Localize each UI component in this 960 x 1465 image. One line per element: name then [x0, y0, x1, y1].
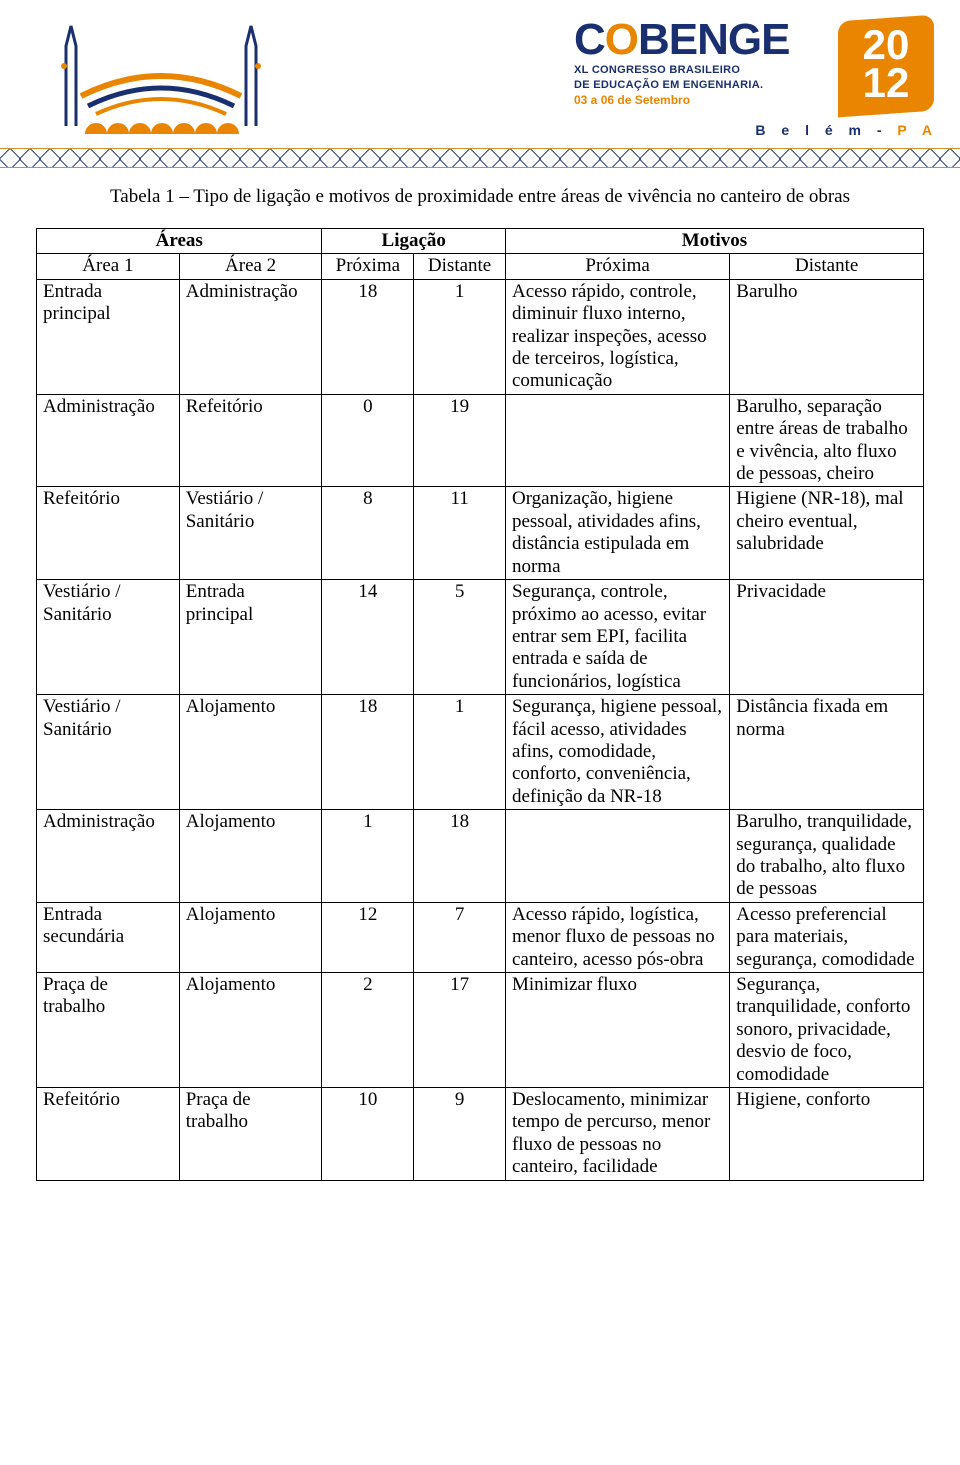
cell-area2: Alojamento	[179, 973, 322, 1088]
cell-area2: Alojamento	[179, 810, 322, 903]
cell-motivo-proxima: Organização, higiene pessoal, atividades…	[505, 487, 729, 580]
cell-motivo-distante: Privacidade	[730, 580, 924, 695]
cell-motivo-distante: Barulho	[730, 279, 924, 394]
cell-area1: Vestiário / Sanitário	[37, 580, 180, 695]
table-caption: Tabela 1 – Tipo de ligação e motivos de …	[36, 186, 924, 208]
cell-area1: Refeitório	[37, 487, 180, 580]
cell-motivo-distante: Acesso preferencial para materiais, segu…	[730, 902, 924, 972]
cell-motivo-distante: Distância fixada em norma	[730, 695, 924, 810]
cell-area1: Refeitório	[37, 1088, 180, 1181]
cell-area2: Administração	[179, 279, 322, 394]
subheader-area1: Área 1	[37, 254, 180, 279]
table-row: AdministraçãoRefeitório019 Barulho, separ…	[37, 394, 924, 487]
cell-proxima-count: 10	[322, 1088, 414, 1181]
cell-area1: Entrada secundária	[37, 902, 180, 972]
cell-area2: Entrada principal	[179, 580, 322, 695]
cell-distante-count: 19	[414, 394, 506, 487]
subheader-area2: Área 2	[179, 254, 322, 279]
cell-motivo-proxima: Deslocamento, minimizar tempo de percurs…	[505, 1088, 729, 1181]
cell-area2: Vestiário / Sanitário	[179, 487, 322, 580]
cell-proxima-count: 18	[322, 695, 414, 810]
cell-motivo-proxima	[505, 394, 729, 487]
year-badge: 20 12	[838, 15, 934, 118]
cell-proxima-count: 12	[322, 902, 414, 972]
event-location: B e l é m - P A	[755, 122, 938, 138]
cell-proxima-count: 1	[322, 810, 414, 903]
year-bottom: 12	[863, 59, 910, 106]
cell-proxima-count: 8	[322, 487, 414, 580]
cell-motivo-distante: Barulho, separação entre áreas de trabal…	[730, 394, 924, 487]
cell-area1: Administração	[37, 810, 180, 903]
cell-area2: Alojamento	[179, 902, 322, 972]
cell-motivo-proxima: Segurança, higiene pessoal, fácil acesso…	[505, 695, 729, 810]
cell-distante-count: 17	[414, 973, 506, 1088]
cell-motivo-distante: Higiene (NR-18), mal cheiro eventual, sa…	[730, 487, 924, 580]
table-row: AdministraçãoAlojamento118 Barulho, tranq…	[37, 810, 924, 903]
cell-motivo-distante: Barulho, tranquilidade, segurança, quali…	[730, 810, 924, 903]
cell-distante-count: 1	[414, 279, 506, 394]
cell-motivo-proxima: Segurança, controle, próximo ao acesso, …	[505, 580, 729, 695]
cell-distante-count: 7	[414, 902, 506, 972]
page-header: 20 12 COBENGE XL CONGRESSO BRASILEIRO DE…	[36, 0, 924, 160]
cell-distante-count: 5	[414, 580, 506, 695]
venue-logo	[36, 6, 286, 156]
cell-proxima-count: 14	[322, 580, 414, 695]
decorative-band	[0, 148, 960, 168]
header-areas: Áreas	[37, 229, 322, 254]
cell-distante-count: 18	[414, 810, 506, 903]
table-row: RefeitórioPraça de trabalho109Deslocamen…	[37, 1088, 924, 1181]
table-row: Entrada secundáriaAlojamento127Acesso rá…	[37, 902, 924, 972]
cell-motivo-distante: Segurança, tranquilidade, conforto sonor…	[730, 973, 924, 1088]
table-row: Vestiário / SanitárioEntrada principal14…	[37, 580, 924, 695]
table-sub-header-row: Área 1 Área 2 Próxima Distante Próxima D…	[37, 254, 924, 279]
cell-area2: Alojamento	[179, 695, 322, 810]
subheader-distante-count: Distante	[414, 254, 506, 279]
table-row: Entrada principalAdministração181Acesso …	[37, 279, 924, 394]
header-motivos: Motivos	[505, 229, 923, 254]
cell-distante-count: 1	[414, 695, 506, 810]
header-ligacao: Ligação	[322, 229, 506, 254]
cell-motivo-proxima	[505, 810, 729, 903]
table-body: Entrada principalAdministração181Acesso …	[37, 279, 924, 1180]
proximity-table: Áreas Ligação Motivos Área 1 Área 2 Próx…	[36, 228, 924, 1181]
subheader-proxima-motivo: Próxima	[505, 254, 729, 279]
cell-area2: Refeitório	[179, 394, 322, 487]
subheader-distante-motivo: Distante	[730, 254, 924, 279]
cell-proxima-count: 18	[322, 279, 414, 394]
cell-motivo-proxima: Acesso rápido, logística, menor fluxo de…	[505, 902, 729, 972]
table-row: Praça de trabalhoAlojamento217Minimizar …	[37, 973, 924, 1088]
cell-proxima-count: 2	[322, 973, 414, 1088]
table-group-header-row: Áreas Ligação Motivos	[37, 229, 924, 254]
table-row: RefeitórioVestiário / Sanitário811Organi…	[37, 487, 924, 580]
cell-motivo-proxima: Minimizar fluxo	[505, 973, 729, 1088]
cell-area1: Vestiário / Sanitário	[37, 695, 180, 810]
table-row: Vestiário / SanitárioAlojamento181Segura…	[37, 695, 924, 810]
cell-area1: Administração	[37, 394, 180, 487]
cell-area1: Entrada principal	[37, 279, 180, 394]
cell-proxima-count: 0	[322, 394, 414, 487]
cell-distante-count: 9	[414, 1088, 506, 1181]
subheader-proxima-count: Próxima	[322, 254, 414, 279]
cell-motivo-proxima: Acesso rápido, controle, diminuir fluxo …	[505, 279, 729, 394]
cell-distante-count: 11	[414, 487, 506, 580]
cell-area2: Praça de trabalho	[179, 1088, 322, 1181]
cell-area1: Praça de trabalho	[37, 973, 180, 1088]
cell-motivo-distante: Higiene, conforto	[730, 1088, 924, 1181]
event-logo: 20 12 COBENGE XL CONGRESSO BRASILEIRO DE…	[574, 18, 934, 148]
